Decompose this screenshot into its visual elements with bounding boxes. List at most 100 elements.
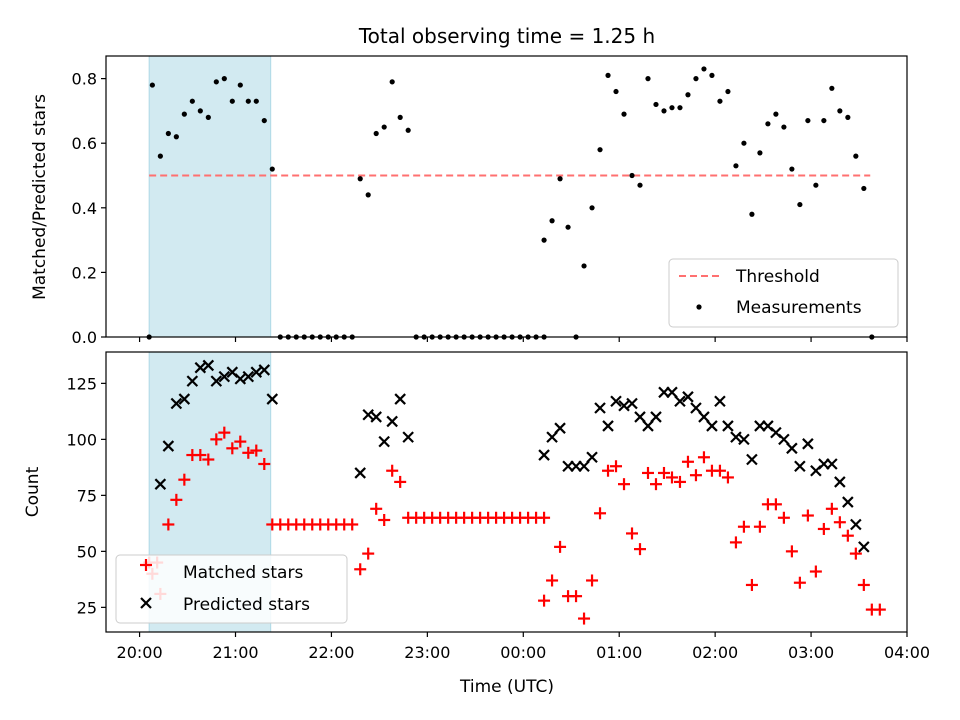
predicted-star-marker — [786, 442, 798, 455]
measurement-point — [149, 82, 155, 88]
measurement-point — [165, 130, 171, 137]
x-tick-label: 00:00 — [500, 643, 546, 662]
measurement-point — [213, 79, 219, 85]
predicted-star-marker — [834, 476, 846, 488]
matched-star-marker — [809, 565, 822, 578]
matched-star-marker — [873, 603, 886, 616]
matched-star-marker — [769, 498, 782, 511]
matched-star-marker — [729, 536, 742, 549]
y-tick-label: 75 — [77, 486, 97, 505]
predicted-star-marker — [706, 420, 718, 432]
measurement-point — [549, 218, 555, 224]
matched-star-marker — [234, 435, 247, 448]
predicted-star-marker — [642, 420, 654, 432]
predicted-star-marker — [826, 458, 838, 470]
matched-star-marker — [641, 466, 654, 479]
matched-star-marker — [657, 466, 670, 479]
measurement-point — [717, 98, 723, 104]
predicted-star-marker — [242, 370, 255, 383]
measurement-point — [837, 108, 843, 114]
matched-star-marker — [697, 451, 710, 464]
shaded-span — [148, 55, 272, 338]
measurement-point — [853, 153, 859, 159]
y-tick-label: 50 — [77, 542, 97, 561]
matched-star-marker — [857, 578, 870, 591]
axes-frame — [105, 351, 908, 633]
matched-star-marker — [825, 502, 838, 515]
measurement-point — [541, 237, 547, 243]
predicted-star-marker — [594, 402, 606, 414]
matched-legend-label: Matched stars — [183, 563, 303, 583]
matched-star-marker — [162, 518, 175, 531]
x-tick-label: 01:00 — [596, 643, 642, 662]
matched-star-marker — [578, 612, 591, 625]
matched-star-marker — [378, 514, 391, 526]
y-tick-label: 0.8 — [72, 70, 97, 89]
matched-star-marker — [649, 478, 662, 491]
predicted-star-marker — [802, 438, 814, 450]
x-tick-label: 03:00 — [788, 643, 834, 662]
top-panel: 0.00.20.40.60.8 Matched/Predicted stars … — [30, 55, 908, 347]
figure-title: Total observing time = 1.25 h — [358, 24, 655, 48]
measurement-point — [605, 72, 611, 78]
measurement-point — [597, 147, 603, 153]
predicted-star-marker — [674, 395, 686, 408]
measurement-point — [365, 192, 371, 198]
matched-star-marker — [394, 475, 407, 488]
matched-star-marker — [570, 590, 583, 603]
predicted-star-marker — [354, 467, 366, 479]
matched-star-marker — [737, 520, 750, 533]
measurement-point — [581, 263, 587, 269]
measurement-point — [557, 176, 563, 182]
predicted-star-marker — [586, 451, 598, 464]
measurement-point — [637, 182, 643, 188]
predicted-star-marker — [778, 433, 790, 446]
measurement-point — [749, 211, 755, 217]
predicted-star-marker — [618, 399, 630, 412]
predicted-star-marker — [858, 541, 870, 553]
measurement-point — [397, 114, 403, 120]
matched-star-marker — [586, 574, 599, 587]
matched-star-marker — [618, 478, 631, 491]
measurement-point — [381, 124, 387, 130]
measurement-point — [669, 105, 675, 111]
matched-star-marker — [226, 442, 239, 455]
predicted-star-marker — [602, 420, 614, 432]
matched-star-marker — [346, 518, 359, 531]
predicted-star-marker — [234, 373, 247, 385]
matched-star-marker — [777, 511, 790, 524]
matched-star-marker — [681, 455, 694, 468]
predicted-star-marker — [210, 375, 223, 387]
measurement-point — [269, 166, 275, 172]
predicted-star-marker — [386, 415, 398, 428]
y-tick-label: 0.2 — [72, 263, 97, 282]
matched-star-marker — [689, 469, 702, 482]
measurement-point — [789, 166, 795, 172]
x-tick-label: 21:00 — [212, 643, 258, 662]
matched-star-marker — [849, 547, 862, 560]
matched-star-marker — [817, 522, 830, 535]
top-legend-box — [668, 258, 899, 328]
matched-star-marker — [713, 464, 726, 477]
measurement-point — [645, 76, 651, 82]
predicted-star-marker — [370, 411, 382, 423]
predicted-star-marker — [546, 431, 558, 443]
bottom-axes: 25 50 75 100 125 20:00 21:00 22:00 23:00 00:00 01:… — [66, 351, 930, 662]
measurement-point — [373, 130, 379, 137]
x-tick-label: 22:00 — [308, 643, 354, 662]
matched-star-marker — [602, 464, 615, 477]
matched-star-marker — [546, 574, 559, 587]
measurements-legend-swatch — [696, 304, 702, 310]
top-ylabel: Matched/Predicted stars — [30, 94, 50, 300]
measurement-point — [757, 150, 763, 156]
predicted-star-marker — [698, 411, 710, 423]
measurement-point — [389, 79, 395, 85]
measurement-point — [621, 111, 627, 117]
measurement-point — [709, 72, 715, 78]
bottom-legend-box — [115, 554, 348, 624]
predicted-star-marker — [746, 453, 758, 466]
predicted-star-marker — [666, 386, 678, 399]
bottom-ylabel: Count — [23, 466, 43, 517]
measurement-point — [629, 172, 635, 179]
x-tick-label: 20:00 — [117, 643, 163, 662]
